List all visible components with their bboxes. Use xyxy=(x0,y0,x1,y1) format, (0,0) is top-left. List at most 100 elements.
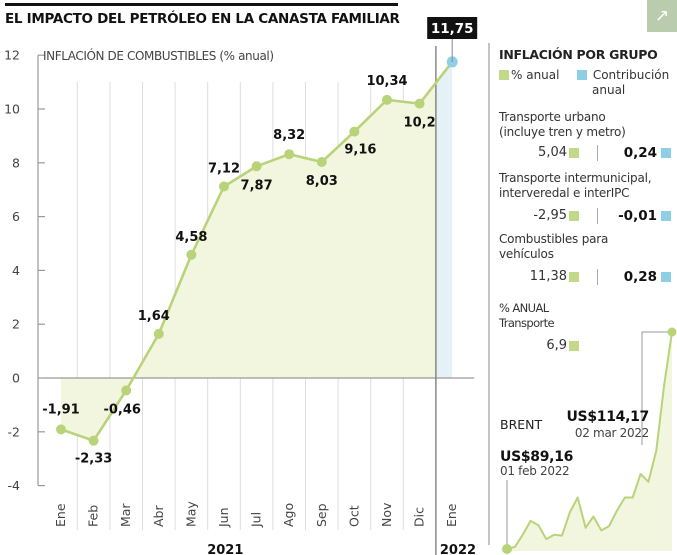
y-tick-label: 4 xyxy=(12,263,20,278)
data-point xyxy=(251,161,262,172)
value-label: 7,87 xyxy=(241,178,273,193)
points-layer xyxy=(56,56,458,446)
divider xyxy=(597,145,598,161)
pct-value: -2,95 xyxy=(533,208,567,223)
value-label: 8,03 xyxy=(306,174,338,189)
arrow-up-right-icon: ↗ xyxy=(654,6,670,26)
x-tick-label: Ene xyxy=(53,503,68,527)
brent-title: BRENT xyxy=(500,417,543,432)
group-row: -2,95 -0,01 xyxy=(499,208,677,224)
divider xyxy=(597,208,598,224)
y-tick-label: -2 xyxy=(8,424,20,439)
x-tick-labels: Ene Feb Mar Abr May Jun Jul Ago Sep Oct Nov Dic Ene xyxy=(53,501,459,528)
contrib-swatch xyxy=(661,211,671,221)
data-point xyxy=(382,94,392,105)
group-label: Transporte intermunicipal, interveredal e… xyxy=(499,171,652,200)
value-label: -0,46 xyxy=(103,402,140,417)
brent-line xyxy=(506,331,673,550)
x-tick-label: Ago xyxy=(281,503,296,527)
x-tick-label: Jun xyxy=(216,507,231,528)
y-axis: 12 10 8 6 4 2 0 -2 -4 xyxy=(4,43,490,555)
data-point xyxy=(88,435,99,446)
brent-callout-end xyxy=(641,331,672,445)
brent-start-point xyxy=(502,544,512,554)
value-label: 8,32 xyxy=(273,128,305,143)
legend-item-pct: % anual xyxy=(499,68,559,83)
group-title: INFLACIÓN POR GRUPO xyxy=(499,47,658,62)
annual-row: 6,9 xyxy=(499,338,677,354)
data-point xyxy=(284,149,295,160)
highlight-value-label: 11,75 xyxy=(431,21,474,37)
brent-end-date: 02 mar 2022 xyxy=(575,426,649,440)
contrib-value: -0,01 xyxy=(618,208,657,224)
brent-area xyxy=(507,332,672,551)
contrib-swatch xyxy=(661,272,671,282)
x-tick-label: Mar xyxy=(118,503,133,527)
legend-label-contrib: Contribución xyxy=(592,68,670,82)
value-label: 10,34 xyxy=(366,74,407,89)
brent-start-value: US$89,16 xyxy=(500,449,573,465)
contrib-value: 0,28 xyxy=(623,269,657,285)
highlight-label-box xyxy=(427,17,478,39)
brent-start-date: 01 feb 2022 xyxy=(500,464,569,478)
data-point xyxy=(219,181,229,192)
value-label: 7,12 xyxy=(208,161,240,176)
title-rule xyxy=(5,3,398,6)
y-tick-label: 12 xyxy=(4,48,20,63)
legend-swatch-blue xyxy=(577,70,587,80)
expand-button[interactable]: ↗ xyxy=(647,0,677,32)
contrib-value: 0,24 xyxy=(623,145,657,161)
value-label: 9,16 xyxy=(344,143,376,158)
legend-item-contrib: Contribución anual xyxy=(577,68,677,98)
chart-title: INFLACIÓN DE COMBUSTIBLES (% anual) xyxy=(43,48,274,63)
annual-value: 6,9 xyxy=(546,338,567,353)
x-tick-label: Abr xyxy=(151,505,166,527)
data-point xyxy=(153,328,164,339)
y-tick-label: 0 xyxy=(12,371,20,386)
data-point xyxy=(186,249,197,260)
x-tick-label: Feb xyxy=(86,505,101,527)
legend-label-contrib-2: anual xyxy=(592,83,626,97)
x-tick-label: Ene xyxy=(444,503,459,527)
y-tick-label: 10 xyxy=(4,102,20,117)
value-labels: -1,91 -2,33 -0,46 1,64 4,58 7,127,87 8,32 8,03 9… xyxy=(42,17,478,467)
value-label: -2,33 xyxy=(75,452,112,467)
legend-label-pct: % anual xyxy=(511,68,560,82)
value-label: 4,58 xyxy=(175,230,207,245)
area-layer xyxy=(61,61,453,441)
pct-swatch xyxy=(569,272,579,282)
x-tick-label: May xyxy=(183,501,198,527)
y-tick-label: 6 xyxy=(12,209,20,224)
data-point xyxy=(121,385,132,396)
area-fill-2021 xyxy=(61,82,436,441)
data-point xyxy=(349,126,360,137)
group-row: 11,38 0,28 xyxy=(499,269,677,285)
legend-swatch-green xyxy=(499,70,509,80)
divider xyxy=(597,269,598,285)
x-tick-label: Dic xyxy=(412,507,427,527)
pct-value: 5,04 xyxy=(538,145,567,160)
x-tick-label: Oct xyxy=(346,505,361,527)
value-label: -1,91 xyxy=(42,402,79,417)
year-label: 2021 xyxy=(207,543,243,555)
data-point xyxy=(316,156,327,167)
data-point xyxy=(56,424,66,435)
group-row: 5,04 0,24 xyxy=(499,145,677,161)
value-label: 10,2 xyxy=(404,116,436,131)
pct-swatch xyxy=(569,148,579,158)
group-label: Combustibles para vehículos xyxy=(499,232,609,261)
year-labels: 2021 2022 xyxy=(207,543,476,555)
x-tick-label: Jul xyxy=(249,512,264,528)
pct-swatch xyxy=(569,211,579,221)
annual-swatch xyxy=(569,341,579,351)
value-label: 1,64 xyxy=(138,309,170,324)
x-tick-label: Sep xyxy=(314,503,329,527)
group-label: Transporte urbano (incluye tren y metro) xyxy=(499,110,626,139)
annual-label: % ANUAL Transporte xyxy=(499,301,555,330)
page-title: EL IMPACTO DEL PETRÓLEO EN LA CANASTA FA… xyxy=(5,11,400,27)
y-tick-label: -4 xyxy=(8,478,21,493)
area-fill-2022 xyxy=(435,61,453,379)
y-tick-label: 8 xyxy=(12,155,20,170)
